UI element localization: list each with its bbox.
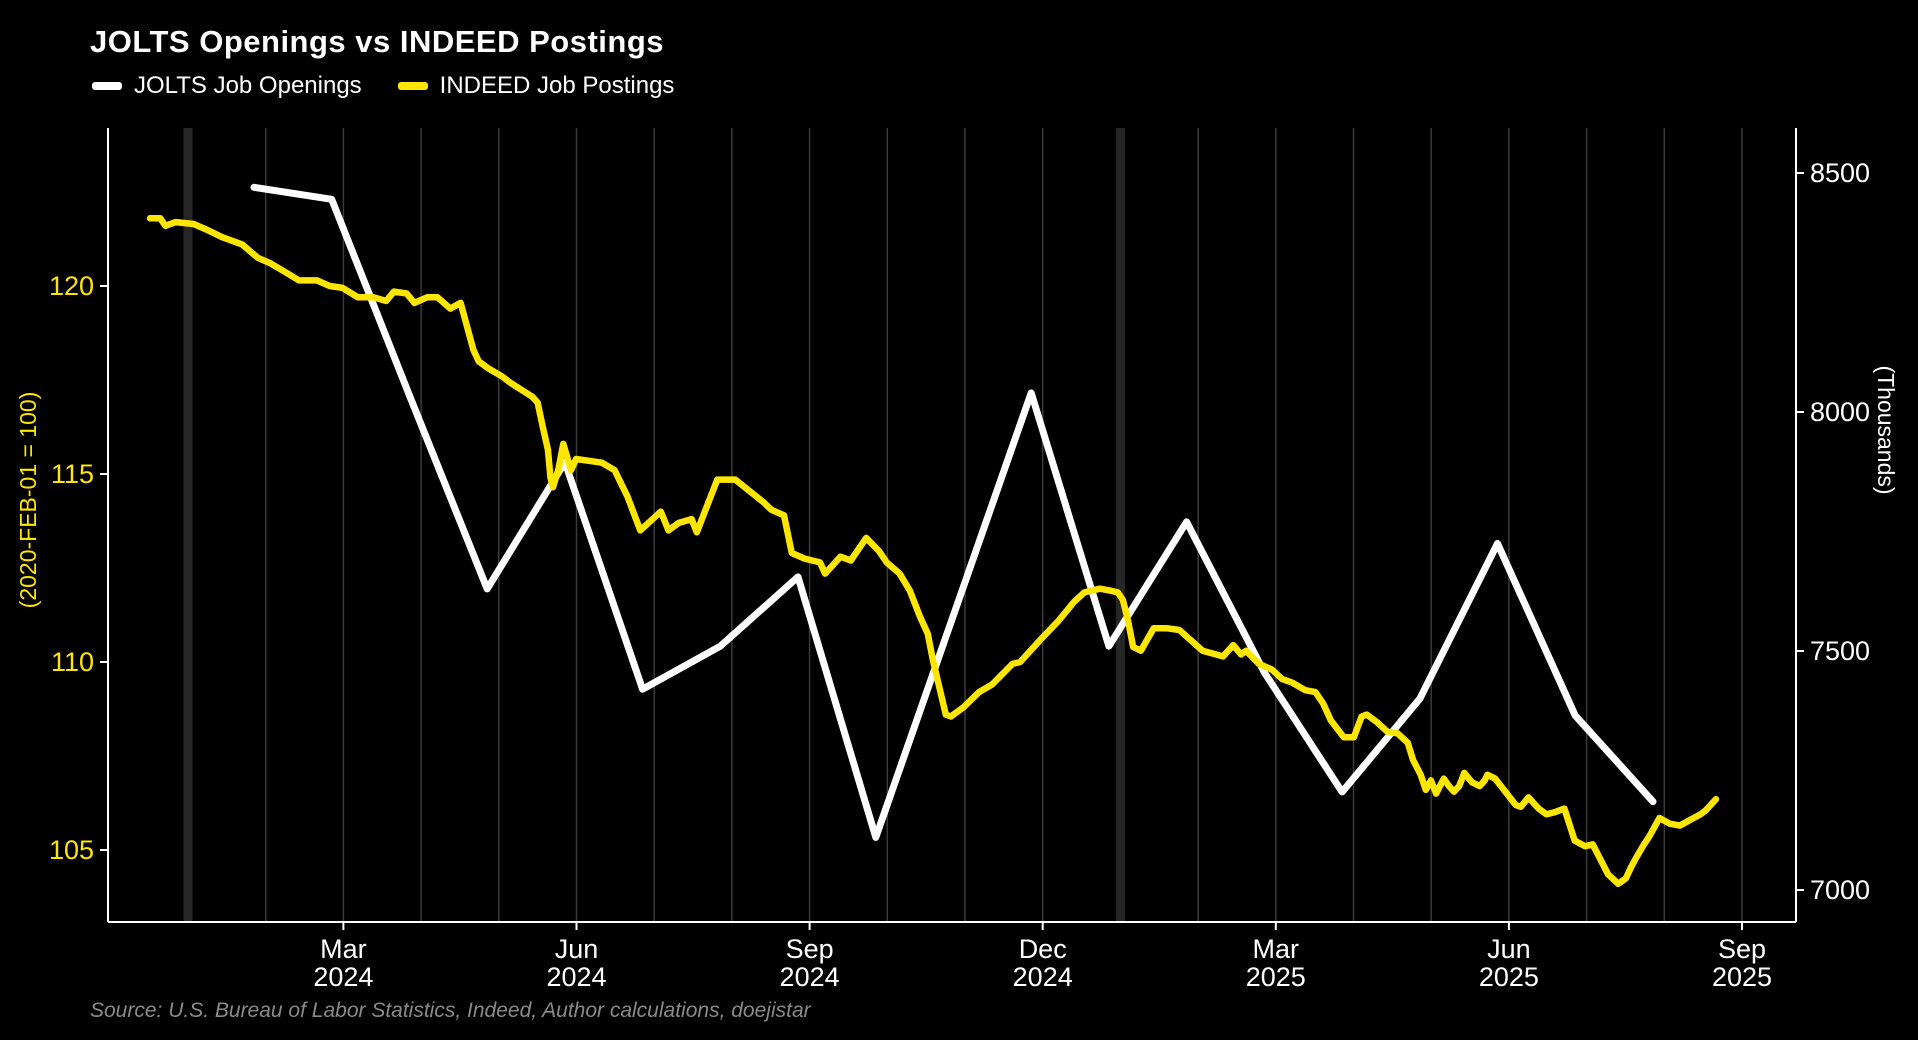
x-axis-tick-label-year: 2025 xyxy=(1479,962,1539,992)
x-axis-tick-label-month: Mar xyxy=(1253,934,1300,964)
left-axis-title: (2020-FEB-01 = 100) xyxy=(15,392,41,609)
year-start-gridline xyxy=(1115,128,1125,922)
left-axis-tick-label: 120 xyxy=(49,271,94,301)
right-axis-title: (Thousands) xyxy=(1873,365,1899,494)
x-axis-tick-label-month: Sep xyxy=(1718,934,1766,964)
legend-item-indeed: INDEED Job Postings xyxy=(397,72,675,100)
jolts-series-line xyxy=(250,183,1657,841)
chart-legend: JOLTS Job Openings INDEED Job Postings xyxy=(92,72,696,100)
right-axis-tick-label: 7000 xyxy=(1810,875,1870,905)
chart-title: JOLTS Openings vs INDEED Postings xyxy=(90,24,665,59)
left-axis-tick-label: 110 xyxy=(51,647,94,677)
x-axis-tick-label-year: 2025 xyxy=(1246,962,1306,992)
right-axis-tick-label: 7500 xyxy=(1810,636,1870,666)
x-axis-tick-label-month: Dec xyxy=(1019,934,1067,964)
x-axis-tick-label-year: 2024 xyxy=(780,962,840,992)
legend-label: JOLTS Job Openings xyxy=(134,72,362,99)
x-axis-tick-label-year: 2025 xyxy=(1712,962,1772,992)
year-start-gridline xyxy=(183,128,193,922)
source-note: Source: U.S. Bureau of Labor Statistics,… xyxy=(90,999,811,1022)
legend-label: INDEED Job Postings xyxy=(439,72,675,99)
indeed-series-line xyxy=(146,215,1720,888)
left-axis-tick-label: 105 xyxy=(49,835,94,865)
x-axis-tick-label-year: 2024 xyxy=(1013,962,1073,992)
x-axis-tick-label-year: 2024 xyxy=(546,962,606,992)
x-axis-tick-label-year: 2024 xyxy=(313,962,373,992)
x-axis-tick-label-month: Mar xyxy=(320,934,367,964)
x-axis-tick-label-month: Jun xyxy=(1487,934,1531,964)
x-axis-tick-label-month: Jun xyxy=(555,934,599,964)
legend-item-jolts: JOLTS Job Openings xyxy=(92,72,362,100)
left-axis-tick-label: 115 xyxy=(51,459,94,489)
right-axis-tick-label: 8500 xyxy=(1810,158,1870,188)
right-axis-tick-label: 8000 xyxy=(1810,397,1870,427)
x-axis-tick-label-month: Sep xyxy=(786,934,834,964)
legend-swatch-icon xyxy=(92,82,122,90)
legend-swatch-icon xyxy=(397,82,428,90)
